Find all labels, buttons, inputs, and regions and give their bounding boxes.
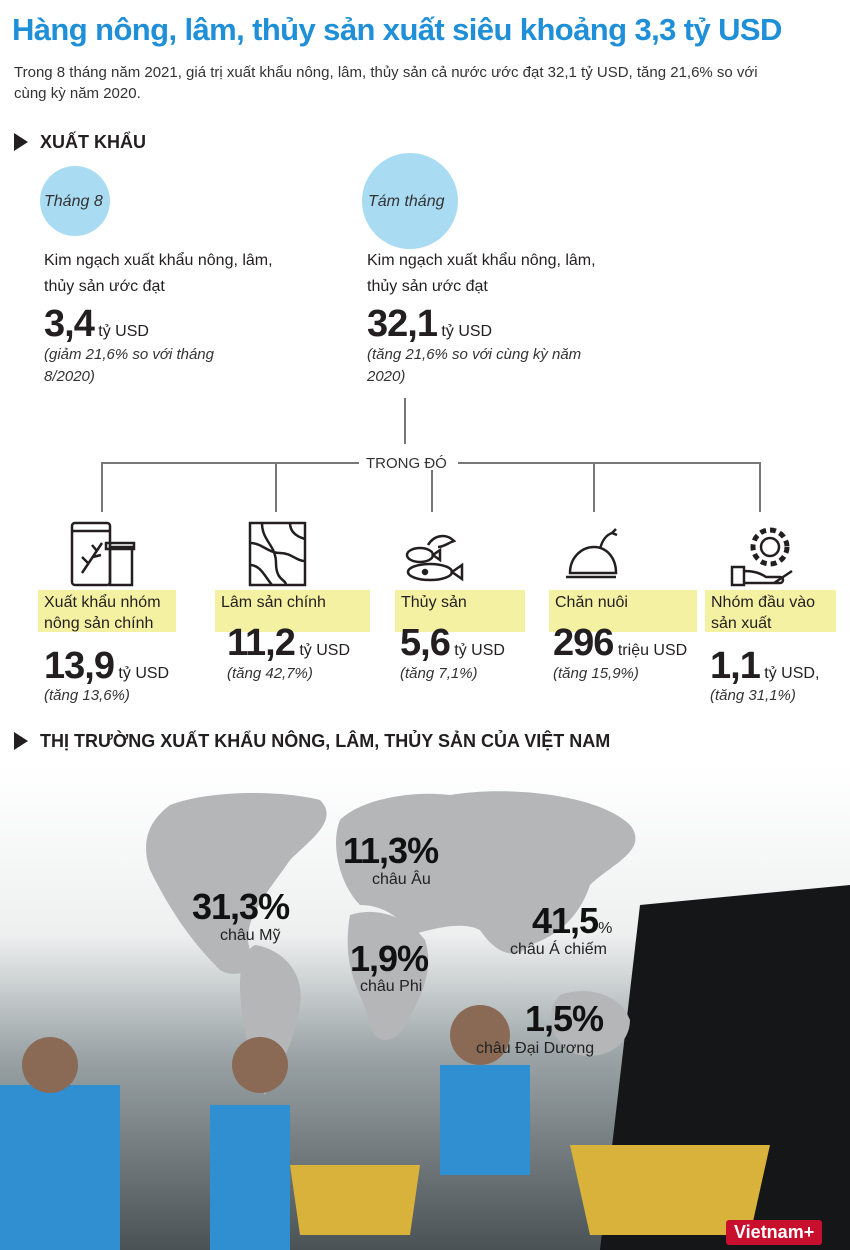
market-region: châu Đại Dương (476, 1040, 595, 1057)
timber-icon (248, 521, 307, 587)
group-unit: tỷ USD (299, 642, 350, 659)
group-unit: tỷ USD (118, 665, 170, 682)
connector (404, 398, 406, 444)
crop-icon (70, 521, 136, 587)
section-heading: THỊ TRƯỜNG XUẤT KHẨU NÔNG, LÂM, THỦY SẢN… (40, 731, 611, 751)
group-value-row: 13,9 tỷ USD (44, 645, 169, 688)
inputs-icon (730, 527, 793, 587)
group-note: (tăng 7,1%) (400, 665, 478, 682)
intro: Trong 8 tháng năm 2021, giá trị xuất khẩ… (14, 64, 758, 102)
poultry-icon (566, 528, 618, 579)
market-share-suffix: % (598, 920, 613, 937)
period-label: Tám tháng (368, 193, 445, 210)
world-map (146, 791, 636, 1095)
market-region: châu Phi (360, 978, 423, 995)
group-unit: tỷ USD (454, 642, 505, 659)
market-share: 1,5% (525, 998, 604, 1039)
period-label: Tháng 8 (44, 193, 103, 210)
group-icons (70, 521, 793, 587)
group-value-row: 11,2 tỷ USD (227, 622, 350, 665)
group-value-row: 5,6 tỷ USD (400, 622, 505, 665)
group-unit: triệu USD (617, 642, 688, 659)
market-share: 41,5 (532, 900, 599, 941)
group-value: 1,1 (710, 645, 761, 687)
breakdown-label: TRONG ĐÓ (366, 455, 447, 472)
summary-description: Kim ngạch xuất khẩu nông, lâm, thủy sản … (367, 252, 596, 295)
connector (458, 462, 761, 464)
summary-note: (tăng 21,6% so với cùng kỳ năm 2020) (367, 346, 582, 385)
group-name: Chăn nuôi (549, 590, 697, 632)
market-share: 1,9% (350, 938, 429, 979)
summary-description: Kim ngạch xuất khẩu nông, lâm, thủy sản … (44, 252, 273, 295)
group-value: 11,2 (227, 622, 296, 664)
connector (101, 462, 359, 464)
group-name: Lâm sản chính (215, 590, 370, 632)
market-region: châu Á chiếm (510, 941, 607, 958)
summary-unit: tỷ USD (441, 323, 493, 340)
market-share: 31,3% (192, 886, 290, 927)
period-circle (362, 153, 458, 249)
summary-value-row: 3,4 tỷ USD (44, 303, 149, 346)
group-name: Xuất khẩu nhóm nông sản chính (38, 590, 176, 632)
connector (593, 462, 595, 512)
group-value: 296 (553, 622, 614, 664)
period-circle (40, 166, 110, 236)
connector (759, 462, 761, 512)
market-region: châu Mỹ (220, 927, 281, 944)
summary-value-row: 32,1 tỷ USD (367, 303, 492, 346)
map-photo-backdrop (0, 765, 850, 1250)
market-share: 11,3% (343, 830, 439, 871)
group-value-row: 296 triệu USD (553, 622, 687, 665)
summary-unit: tỷ USD (98, 323, 149, 340)
workers (0, 1005, 770, 1250)
market-share-row: 41,5% (532, 900, 612, 942)
group-unit: tỷ USD, (764, 665, 820, 682)
connector (101, 462, 103, 512)
summary-value: 3,4 (44, 303, 95, 345)
group-note: (tăng 42,7%) (227, 665, 313, 682)
group-note: (tăng 13,6%) (44, 687, 130, 704)
market-region: châu Âu (372, 871, 431, 888)
summary-note: (giảm 21,6% so với tháng 8/2020) (44, 346, 214, 385)
group-name: Nhóm đầu vào sản xuất (705, 590, 836, 632)
section-heading: XUẤT KHẨU (40, 132, 146, 152)
logo: Vietnam+ (726, 1220, 823, 1245)
bullet-icon (14, 732, 28, 750)
seafood-icon (405, 534, 464, 582)
connector (275, 462, 277, 512)
group-note: (tăng 15,9%) (553, 665, 639, 682)
bullet-icon (14, 133, 28, 151)
group-value: 13,9 (44, 645, 115, 687)
connector (431, 470, 433, 512)
title: Hàng nông, lâm, thủy sản xuất siêu khoản… (12, 12, 782, 47)
summary-value: 32,1 (367, 303, 438, 345)
group-name: Thủy sản (395, 590, 525, 632)
group-note: (tăng 31,1%) (710, 687, 796, 704)
group-value-row: 1,1 tỷ USD, (710, 645, 819, 688)
group-value: 5,6 (400, 622, 451, 664)
